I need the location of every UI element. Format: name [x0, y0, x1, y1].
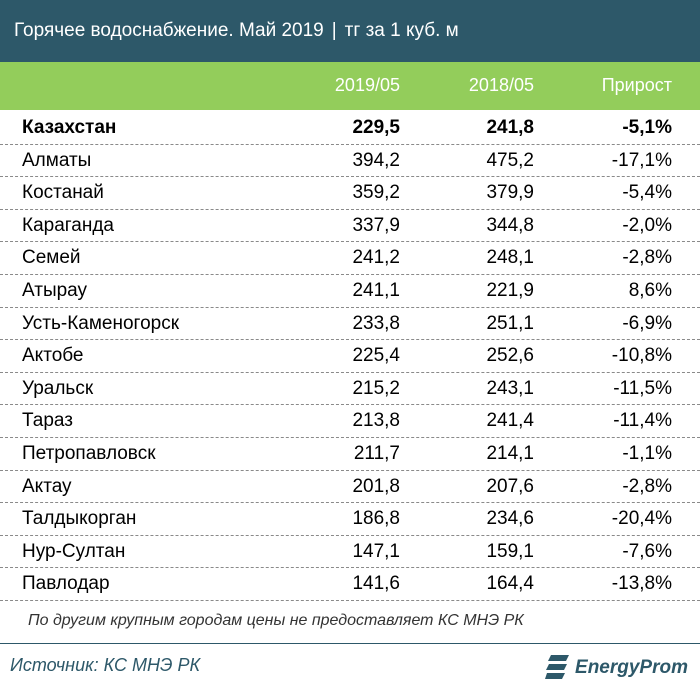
row-value-2018: 248,1	[486, 247, 534, 269]
row-value-2019: 215,2	[352, 377, 400, 399]
row-value-2018: 207,6	[486, 475, 534, 497]
row-value-2019: 233,8	[352, 312, 400, 334]
row-value-2019: 359,2	[352, 182, 400, 204]
row-name: Казахстан	[22, 117, 117, 138]
table-row: Тараз 213,8 241,4 -11,4%	[0, 405, 700, 438]
chart-title: Горячее водоснабжение. Май 2019	[14, 20, 324, 41]
row-value-2019: 225,4	[352, 345, 400, 367]
row-value-2018: 164,4	[486, 573, 534, 595]
row-value-2019: 141,6	[352, 573, 400, 595]
row-growth: -20,4%	[611, 508, 672, 530]
row-value-2018: 251,1	[486, 312, 534, 334]
column-header-2018: 2018/05	[468, 75, 534, 95]
row-value-2018: 214,1	[486, 442, 534, 464]
chart-unit: тг за 1 куб. м	[344, 20, 459, 41]
row-growth: -2,0%	[622, 214, 672, 236]
row-name: Уральск	[22, 377, 94, 399]
row-growth: -6,9%	[622, 312, 672, 334]
column-header-growth: Прирост	[601, 75, 672, 95]
row-growth: -1,1%	[622, 442, 672, 464]
row-value-2019: 241,1	[352, 279, 400, 301]
row-name: Актау	[22, 475, 72, 497]
column-header-2019: 2019/05	[334, 75, 400, 95]
row-value-2018: 241,8	[486, 117, 534, 138]
energyprom-logo: EnergyProm	[545, 648, 688, 688]
table-row: Караганда 337,9 344,8 -2,0%	[0, 210, 700, 243]
table-row: Казахстан 229,5 241,8 -5,1%	[0, 112, 700, 145]
row-growth: -17,1%	[611, 149, 672, 171]
row-value-2018: 344,8	[486, 214, 534, 236]
chart-title-bar: Горячее водоснабжение. Май 2019 | тг за …	[0, 0, 700, 62]
logo-text: EnergyProm	[575, 657, 688, 678]
footer-divider	[0, 643, 700, 644]
table-row: Усть-Каменогорск 233,8 251,1 -6,9%	[0, 308, 700, 341]
data-table: Казахстан 229,5 241,8 -5,1% Алматы 394,2 475,2…	[0, 112, 700, 601]
table-row: Атырау 241,1 221,9 8,6%	[0, 275, 700, 308]
row-value-2018: 159,1	[486, 540, 534, 562]
row-value-2019: 201,8	[352, 475, 400, 497]
footnote: По другим крупным городам цены не предос…	[28, 612, 524, 629]
row-value-2019: 147,1	[352, 540, 400, 562]
row-value-2018: 252,6	[486, 345, 534, 367]
row-name: Усть-Каменогорск	[22, 312, 180, 334]
row-value-2019: 186,8	[352, 508, 400, 530]
row-growth: -5,4%	[622, 182, 672, 204]
row-name: Павлодар	[22, 573, 110, 595]
row-growth: -10,8%	[611, 345, 672, 367]
row-name: Актобе	[22, 345, 84, 367]
row-name: Караганда	[22, 214, 114, 236]
row-growth: -7,6%	[622, 540, 672, 562]
table-row: Петропавловск 211,7 214,1 -1,1%	[0, 438, 700, 471]
row-value-2019: 241,2	[352, 247, 400, 269]
table-header: 2019/05 2018/05 Прирост	[0, 62, 700, 110]
table-row: Талдыкорган 186,8 234,6 -20,4%	[0, 503, 700, 536]
row-name: Нур-Султан	[22, 540, 126, 562]
row-name: Костанай	[22, 182, 104, 204]
table-row: Актау 201,8 207,6 -2,8%	[0, 471, 700, 504]
row-name: Атырау	[22, 279, 88, 301]
row-value-2019: 337,9	[352, 214, 400, 236]
energyprom-logo-icon	[545, 655, 570, 679]
row-value-2018: 243,1	[486, 377, 534, 399]
row-value-2018: 241,4	[486, 410, 534, 432]
table-row: Уральск 215,2 243,1 -11,5%	[0, 373, 700, 406]
row-value-2019: 394,2	[352, 149, 400, 171]
row-growth: 8,6%	[628, 279, 672, 301]
row-name: Талдыкорган	[22, 508, 137, 530]
table-row: Костанай 359,2 379,9 -5,4%	[0, 177, 700, 210]
row-growth: -5,1%	[622, 117, 672, 138]
row-growth: -11,4%	[613, 410, 672, 432]
row-value-2018: 221,9	[486, 279, 534, 301]
table-row: Нур-Султан 147,1 159,1 -7,6%	[0, 536, 700, 569]
row-growth: -13,8%	[611, 573, 672, 595]
row-name: Тараз	[22, 410, 73, 432]
row-growth: -2,8%	[622, 475, 672, 497]
source-label: Источник: КС МНЭ РК	[10, 655, 201, 675]
row-value-2018: 475,2	[486, 149, 534, 171]
row-value-2019: 229,5	[352, 117, 400, 138]
table-row: Павлодар 141,6 164,4 -13,8%	[0, 568, 700, 601]
row-value-2019: 213,8	[352, 410, 400, 432]
row-value-2018: 234,6	[486, 508, 534, 530]
row-growth: -2,8%	[622, 247, 672, 269]
row-name: Алматы	[22, 149, 92, 171]
row-name: Семей	[22, 247, 81, 269]
table-row: Алматы 394,2 475,2 -17,1%	[0, 145, 700, 178]
row-value-2018: 379,9	[486, 182, 534, 204]
row-value-2019: 211,7	[353, 442, 400, 464]
table-row: Актобе 225,4 252,6 -10,8%	[0, 340, 700, 373]
row-growth: -11,5%	[613, 377, 672, 399]
table-row: Семей 241,2 248,1 -2,8%	[0, 242, 700, 275]
row-name: Петропавловск	[22, 442, 156, 464]
title-separator: |	[331, 20, 337, 41]
